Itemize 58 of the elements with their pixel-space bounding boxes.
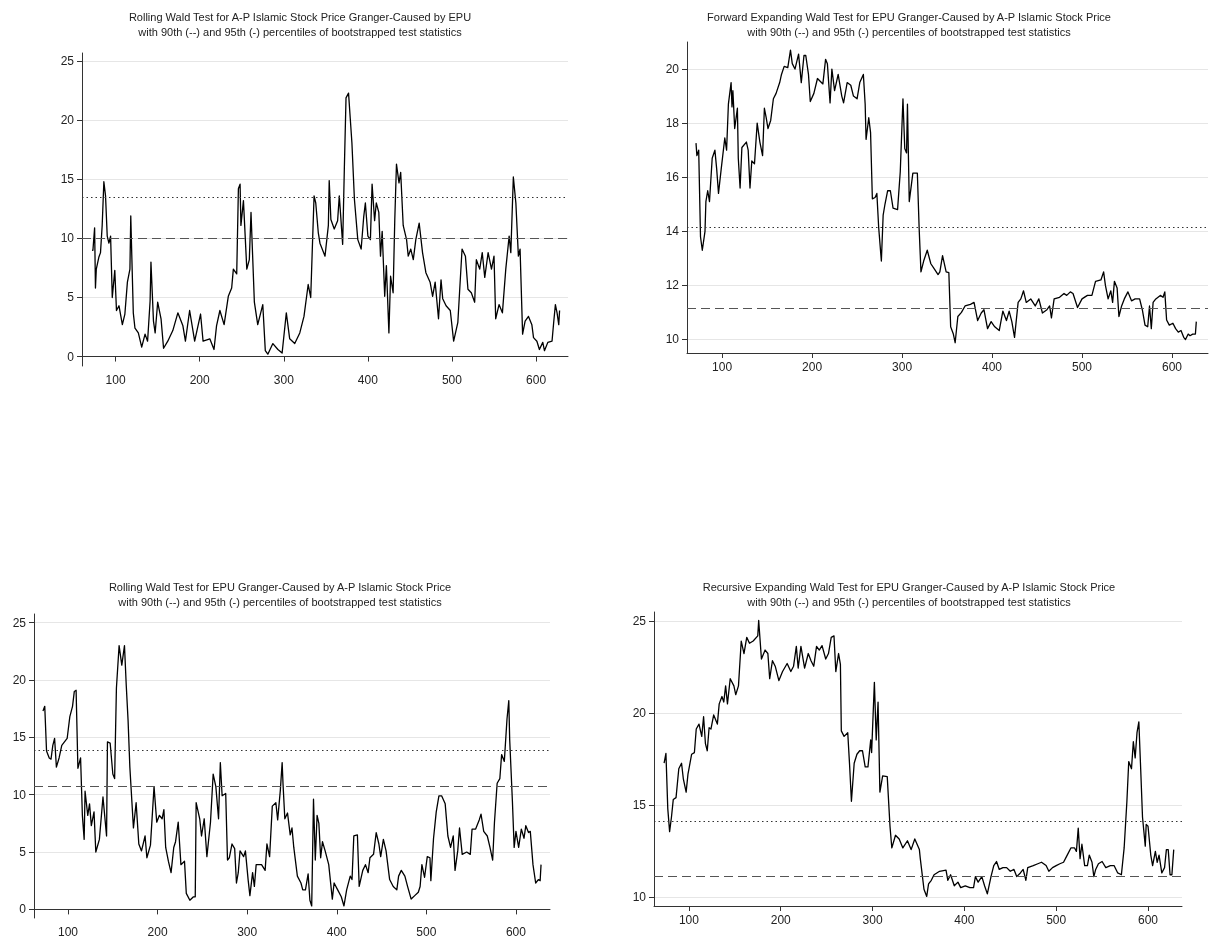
line-series [663, 619, 1175, 898]
line-series [695, 49, 1197, 344]
x-tick-label: 400 [357, 373, 379, 387]
y-tick-label: 25 [12, 615, 27, 630]
x-tick-label: 200 [770, 913, 792, 927]
y-tick-label: 10 [12, 787, 27, 802]
y-tick-label: 0 [67, 349, 75, 364]
x-tick-label: 600 [1138, 913, 1159, 927]
x-tick-label: 400 [326, 925, 348, 938]
line-series [91, 92, 561, 355]
y-tick-label: 10 [665, 332, 680, 347]
x-tick-label: 100 [678, 913, 700, 927]
x-tick-label: 500 [1046, 913, 1067, 927]
x-tick-label: 500 [416, 925, 437, 938]
y-tick-label: 18 [665, 116, 680, 131]
x-tick-label: 500 [1072, 360, 1093, 374]
x-tick-label: 600 [505, 925, 527, 938]
x-tick-label: 200 [147, 925, 168, 938]
chart-subtitle: with 90th (--) and 95th (-) percentiles of bootstrapped test statistics [137, 25, 463, 38]
y-tick-label: 15 [60, 172, 75, 187]
y-tick-label: 5 [19, 845, 27, 860]
y-tick-label: 20 [12, 672, 27, 687]
y-tick-label: 5 [67, 290, 75, 305]
x-tick-label: 400 [954, 913, 975, 927]
x-tick-label: 300 [862, 913, 883, 927]
y-tick-label: 25 [60, 54, 75, 69]
y-tick-label: 12 [665, 278, 680, 293]
x-tick-label: 200 [802, 360, 823, 374]
x-tick-label: 500 [441, 373, 463, 387]
y-tick-label: 10 [632, 889, 647, 904]
x-tick-label: 600 [1161, 360, 1183, 374]
y-tick-label: 15 [12, 730, 27, 745]
chart-subtitle: with 90th (--) and 95th (-) percentiles of bootstrapped test statistics [746, 25, 1072, 38]
chart-title: Recursive Expanding Wald Test for EPU Granger-Caused by A-P Islamic Stock Price [702, 580, 1116, 593]
x-tick-label: 100 [58, 925, 79, 938]
x-tick-label: 300 [892, 360, 913, 374]
y-tick-label: 20 [60, 113, 75, 128]
x-tick-label: 200 [189, 373, 211, 387]
chart-title: Rolling Wald Test for EPU Granger-Caused by A-P Islamic Stock Price [108, 580, 452, 593]
y-tick-label: 14 [665, 224, 680, 239]
y-tick-label: 15 [632, 797, 647, 812]
chart-subtitle: with 90th (--) and 95th (-) percentiles of bootstrapped test statistics [117, 595, 443, 608]
x-tick-label: 300 [237, 925, 258, 938]
x-tick-label: 600 [526, 373, 547, 387]
y-tick-label: 25 [632, 614, 647, 629]
chart-title: Forward Expanding Wald Test for EPU Granger-Caused by A-P Islamic Stock Price [707, 10, 1111, 23]
y-tick-label: 20 [665, 62, 680, 77]
x-tick-label: 100 [712, 360, 733, 374]
line-series [42, 644, 542, 907]
y-tick-label: 0 [19, 902, 27, 917]
x-tick-label: 400 [982, 360, 1003, 374]
y-tick-label: 10 [60, 231, 75, 246]
x-tick-label: 300 [273, 373, 295, 387]
x-tick-label: 100 [105, 373, 126, 387]
chart-title: Rolling Wald Test for A-P Islamic Stock Price Granger-Caused by EPU [128, 10, 472, 23]
chart-subtitle: with 90th (--) and 95th (-) percentiles of bootstrapped test statistics [746, 595, 1072, 608]
y-tick-label: 16 [665, 170, 680, 185]
y-tick-label: 20 [632, 706, 647, 721]
